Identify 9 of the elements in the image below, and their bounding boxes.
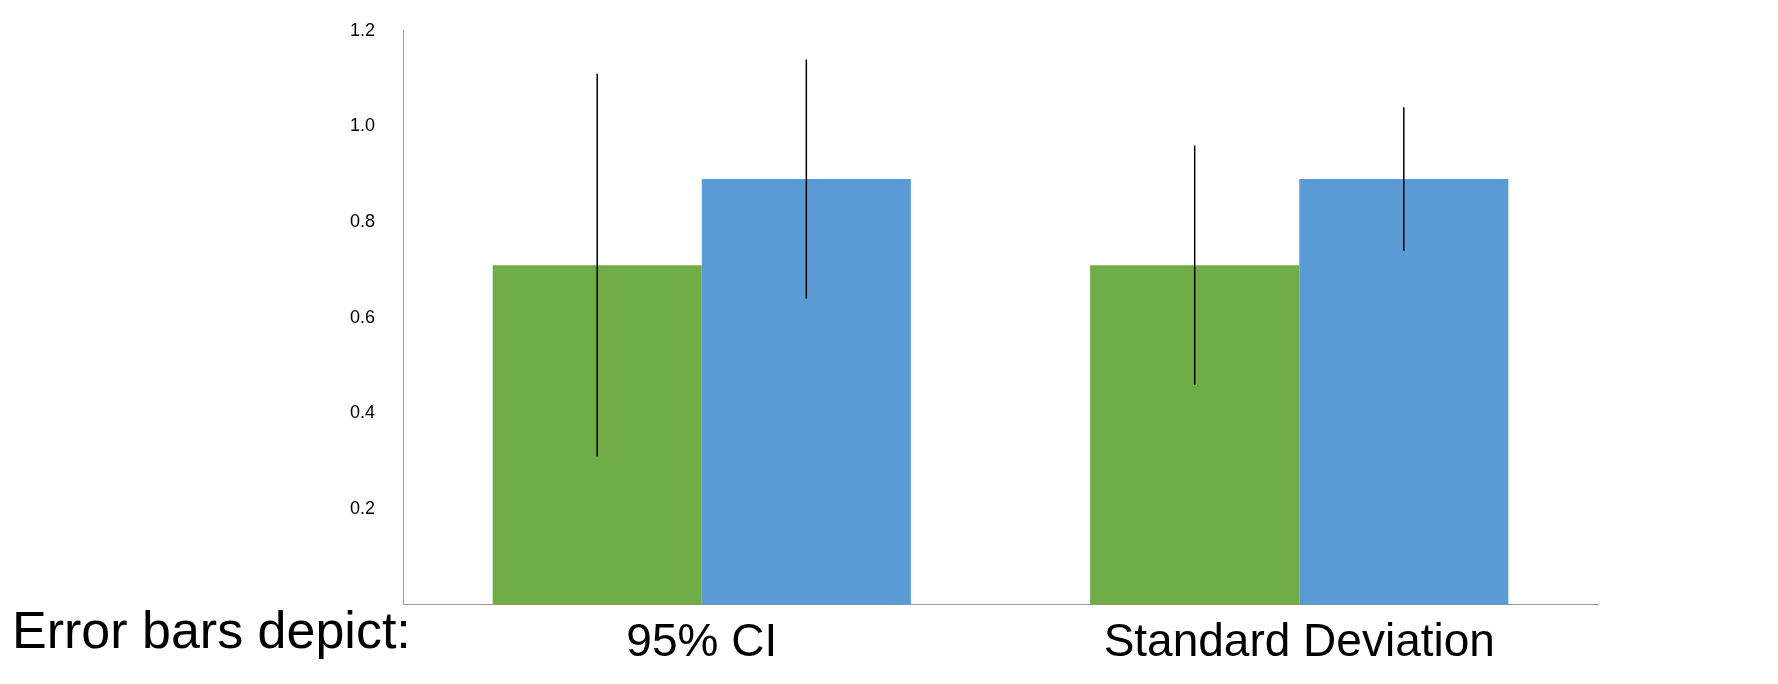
y-tick-label: 0.4 (349, 402, 376, 423)
x-tick-label: Standard Deviation (1103, 614, 1495, 667)
y-tick-label: 1.0 (349, 115, 376, 136)
y-tick-label: 0.2 (349, 498, 376, 519)
y-tick-label: 0.8 (349, 211, 376, 232)
annotation: Error bars depict: (12, 600, 411, 660)
x-tick-label: 95% CI (626, 614, 778, 667)
y-tick-label: 0.6 (349, 306, 376, 327)
y-tick-label: 1.2 (349, 19, 376, 40)
